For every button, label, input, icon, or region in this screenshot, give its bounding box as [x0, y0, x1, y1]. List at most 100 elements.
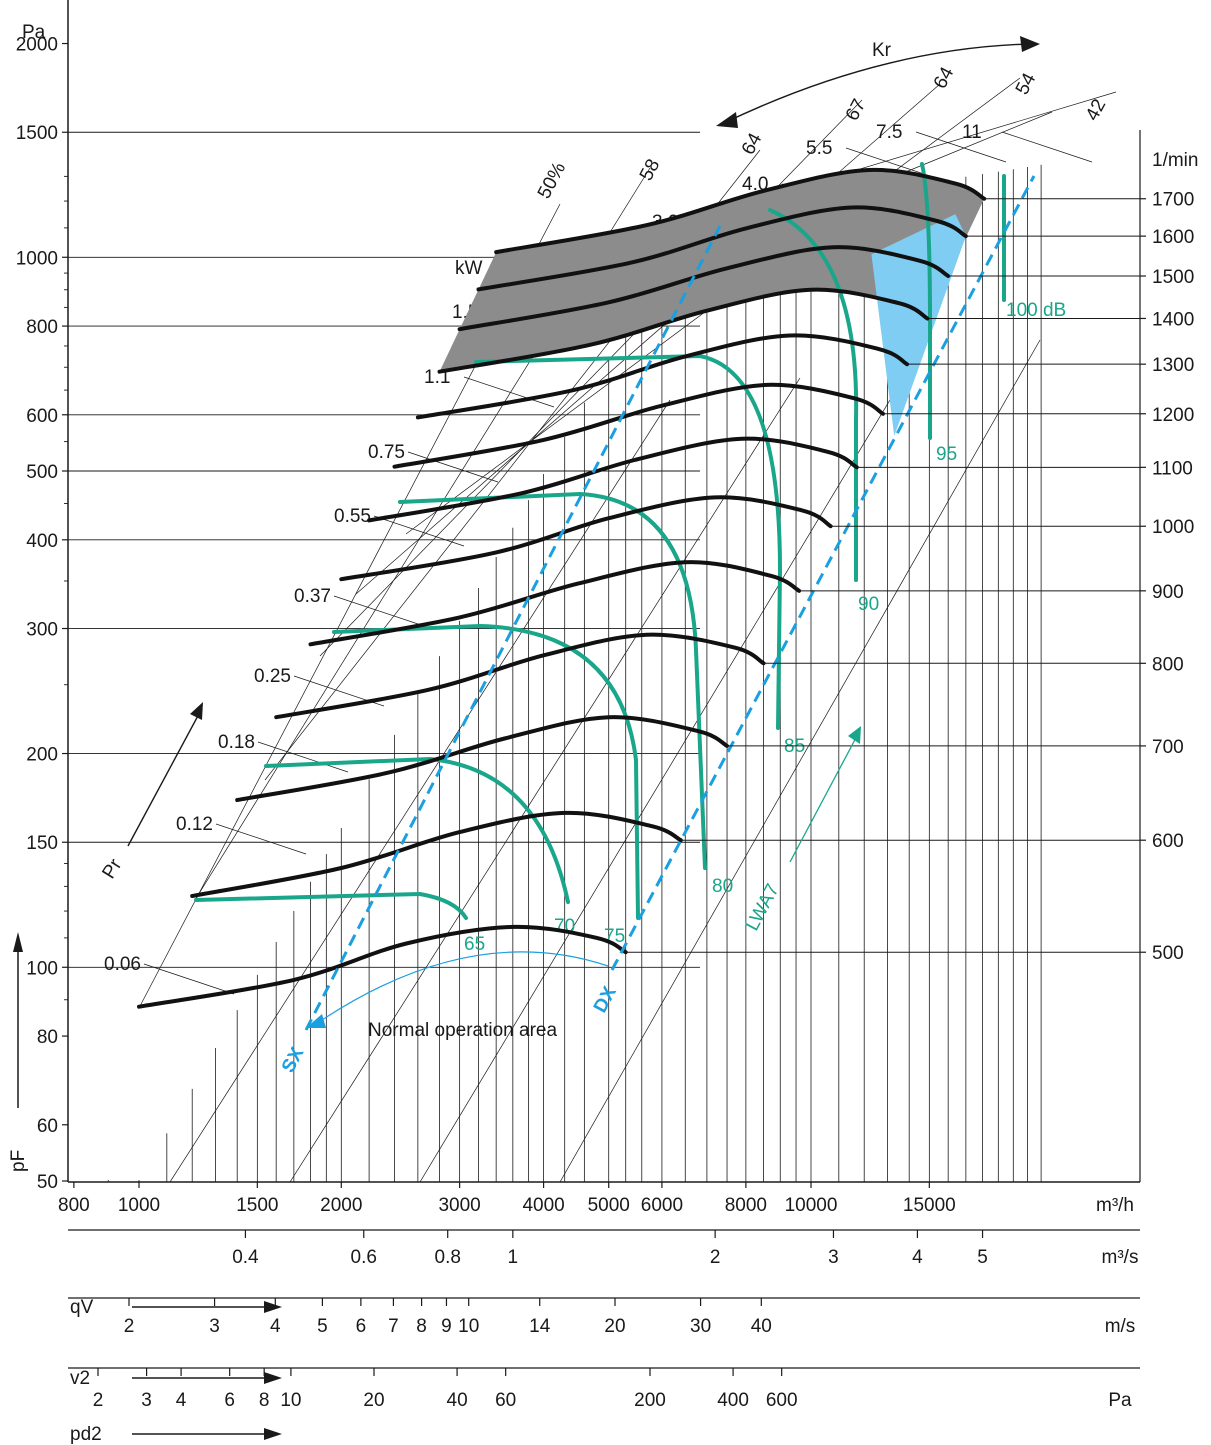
speed-axis-unit: 1/min [1152, 150, 1198, 171]
scale-symbol: v2 [70, 1368, 90, 1389]
flow-tick-label: 8000 [725, 1195, 767, 1216]
power-leader-line [333, 595, 425, 627]
scale-tick-label: 200 [634, 1390, 666, 1411]
scale-tick-label: 3 [141, 1390, 152, 1411]
dx-limit-line [610, 175, 1036, 971]
efficiency-label: 67 [842, 96, 870, 125]
scale-tick-label: 6 [356, 1316, 367, 1337]
speed-tick-label: 1200 [1152, 405, 1194, 426]
scale-symbol: pd2 [70, 1424, 102, 1445]
flow-gridlines [107, 164, 1042, 1182]
kr-arrow [721, 43, 1031, 125]
scale-tick-label: 60 [495, 1390, 516, 1411]
efficiency-label: 64 [738, 129, 767, 158]
scale-arrowhead [264, 1428, 282, 1440]
speed-curve-1100 [367, 436, 859, 523]
pressure-tick-label: 60 [37, 1116, 58, 1137]
sound-contour [474, 353, 783, 730]
kr-arrowhead-right [1020, 36, 1040, 52]
scale-tick-label: 400 [717, 1390, 749, 1411]
pressure-tick-label: 80 [37, 1027, 58, 1048]
speed-curve-1000 [339, 495, 833, 582]
scale-unit: Pa [1108, 1390, 1132, 1411]
speed-curve-1400 [437, 287, 930, 374]
scale-tick-label: 5 [977, 1247, 988, 1268]
sound-level-label: 65 [464, 934, 485, 955]
pressure-ticks: 2000 1500 1000 800 600 500 400 300 200 150 100 80 60… [16, 35, 68, 1193]
flow-tick-label: 1500 [236, 1195, 278, 1216]
scale-symbol: qV [70, 1297, 94, 1318]
speed-curve-500 [137, 924, 628, 1009]
power-label: 0.18 [218, 732, 255, 753]
scale-tick-label: 0.8 [435, 1247, 461, 1268]
scale-tick-label: 3 [828, 1247, 839, 1268]
power-leader-line [407, 451, 499, 483]
efficiency-label: 58 [636, 156, 664, 185]
flow-ticks: 800 1000 1500 2000 3000 4000 5000 6000 8000 10000… [58, 1182, 956, 1216]
speed-curve-700 [235, 715, 729, 802]
flow-tick-label: 6000 [641, 1195, 683, 1216]
pressure-tick-label: 150 [26, 833, 58, 854]
scale-arrowhead [264, 1301, 282, 1313]
flow-tick-label: 1000 [118, 1195, 160, 1216]
scale-tick-label: 0.4 [232, 1247, 259, 1268]
scale-tick-label: 6 [224, 1390, 235, 1411]
efficiency-label: 42 [1082, 96, 1110, 125]
power-label: 7.5 [876, 122, 902, 143]
power-label: 0.06 [104, 954, 141, 975]
scale-tick-label: 20 [604, 1316, 625, 1337]
pr-arrow [127, 711, 201, 847]
sound-level-label: 80 [712, 876, 733, 897]
scale-tick-label: 14 [529, 1316, 551, 1337]
lwa-symbol: LWA7 [742, 881, 784, 935]
speed-tick-label: 1400 [1152, 309, 1194, 330]
kr-symbol: Kr [872, 40, 892, 61]
speed-curve-600 [190, 810, 683, 898]
pressure-tick-label: 300 [26, 620, 58, 641]
speed-curve-800 [274, 632, 766, 720]
sound-level-label: 90 [858, 594, 879, 615]
speed-tick-label: 1300 [1152, 355, 1194, 376]
speed-tick-label: 800 [1152, 654, 1184, 675]
scale-tick-label: 40 [751, 1316, 772, 1337]
power-label: 0.55 [334, 506, 371, 527]
pressure-tick-label: 1500 [16, 123, 58, 144]
flow-tick-label: 4000 [522, 1195, 564, 1216]
scale-tick-label: 2 [124, 1316, 135, 1337]
sound-contour [194, 891, 468, 920]
scale-unit: m³/s [1102, 1247, 1139, 1268]
lwa-arrow [789, 733, 859, 863]
scale-tick-label: 2 [710, 1247, 721, 1268]
scale-tick-label: 8 [259, 1390, 270, 1411]
scale-tick-label: 1 [508, 1247, 519, 1268]
speed-curve-1200 [392, 382, 885, 469]
scale-tick-label: 8 [416, 1316, 427, 1337]
kw-unit: kW [455, 258, 483, 279]
sound-level-label: 95 [936, 444, 957, 465]
scale-tick-label: 40 [447, 1390, 468, 1411]
oblique-gridline [169, 399, 671, 1182]
sound-contour [398, 491, 707, 870]
pressure-tick-label: 600 [26, 406, 58, 427]
high-noise-area [871, 214, 966, 437]
speed-tick-label: 600 [1152, 831, 1184, 852]
limit-lines [304, 175, 1036, 1031]
speed-tick-label: 1000 [1152, 517, 1194, 538]
pressure-tick-label: 1000 [16, 248, 58, 269]
scale-tick-label: 600 [766, 1390, 798, 1411]
scale-arrowhead [264, 1372, 282, 1384]
oblique-gridline [419, 349, 921, 1182]
kr-arrowhead-left [716, 112, 738, 128]
scale-tick-label: 10 [458, 1316, 479, 1337]
power-leader-line [257, 741, 349, 773]
speed-tick-label: 500 [1152, 943, 1184, 964]
flow-tick-label: 800 [58, 1195, 90, 1216]
power-label: 0.25 [254, 666, 291, 687]
flow-tick-label: 15000 [903, 1195, 956, 1216]
pressure-tick-label: 100 [26, 958, 58, 979]
normal-operation-arrowhead [306, 1014, 326, 1028]
scale-tick-label: 7 [388, 1316, 399, 1337]
speed-tick-label: 1500 [1152, 267, 1194, 288]
